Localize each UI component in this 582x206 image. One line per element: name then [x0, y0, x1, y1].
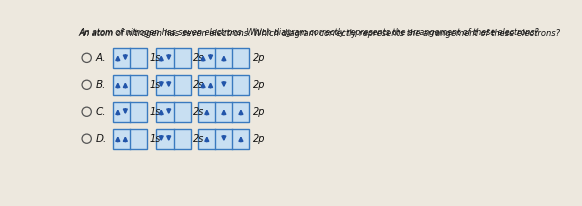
- Text: 2s: 2s: [193, 134, 204, 144]
- Bar: [157, 129, 190, 149]
- Text: 2p: 2p: [253, 134, 265, 144]
- Text: 2p: 2p: [253, 80, 265, 90]
- Bar: [198, 129, 250, 149]
- Text: 1s: 1s: [150, 53, 161, 63]
- Bar: [198, 75, 250, 95]
- Text: An atom of nitrogen has seven electrons. Which diagram correctly represents the : An atom of nitrogen has seven electrons.…: [79, 28, 539, 37]
- Bar: [157, 102, 190, 122]
- Text: D.: D.: [96, 134, 107, 144]
- Text: B.: B.: [96, 80, 107, 90]
- Text: 1s: 1s: [150, 80, 161, 90]
- Text: C.: C.: [96, 107, 107, 117]
- Text: 2s: 2s: [193, 107, 204, 117]
- Bar: [198, 102, 250, 122]
- Text: 2s: 2s: [193, 80, 204, 90]
- Text: A.: A.: [96, 53, 107, 63]
- Bar: [198, 48, 250, 68]
- Text: 2s: 2s: [193, 53, 204, 63]
- Bar: [157, 48, 190, 68]
- Bar: [113, 75, 147, 95]
- Bar: [113, 129, 147, 149]
- Text: 2p: 2p: [253, 53, 265, 63]
- Bar: [113, 102, 147, 122]
- Text: 1s: 1s: [150, 134, 161, 144]
- Bar: [113, 48, 147, 68]
- Bar: [157, 75, 190, 95]
- Text: 2p: 2p: [253, 107, 265, 117]
- Text: An atom of nitrogen has seven electrons. Which diagram correctly represents the : An atom of nitrogen has seven electrons.…: [79, 29, 561, 38]
- Text: 1s: 1s: [150, 107, 161, 117]
